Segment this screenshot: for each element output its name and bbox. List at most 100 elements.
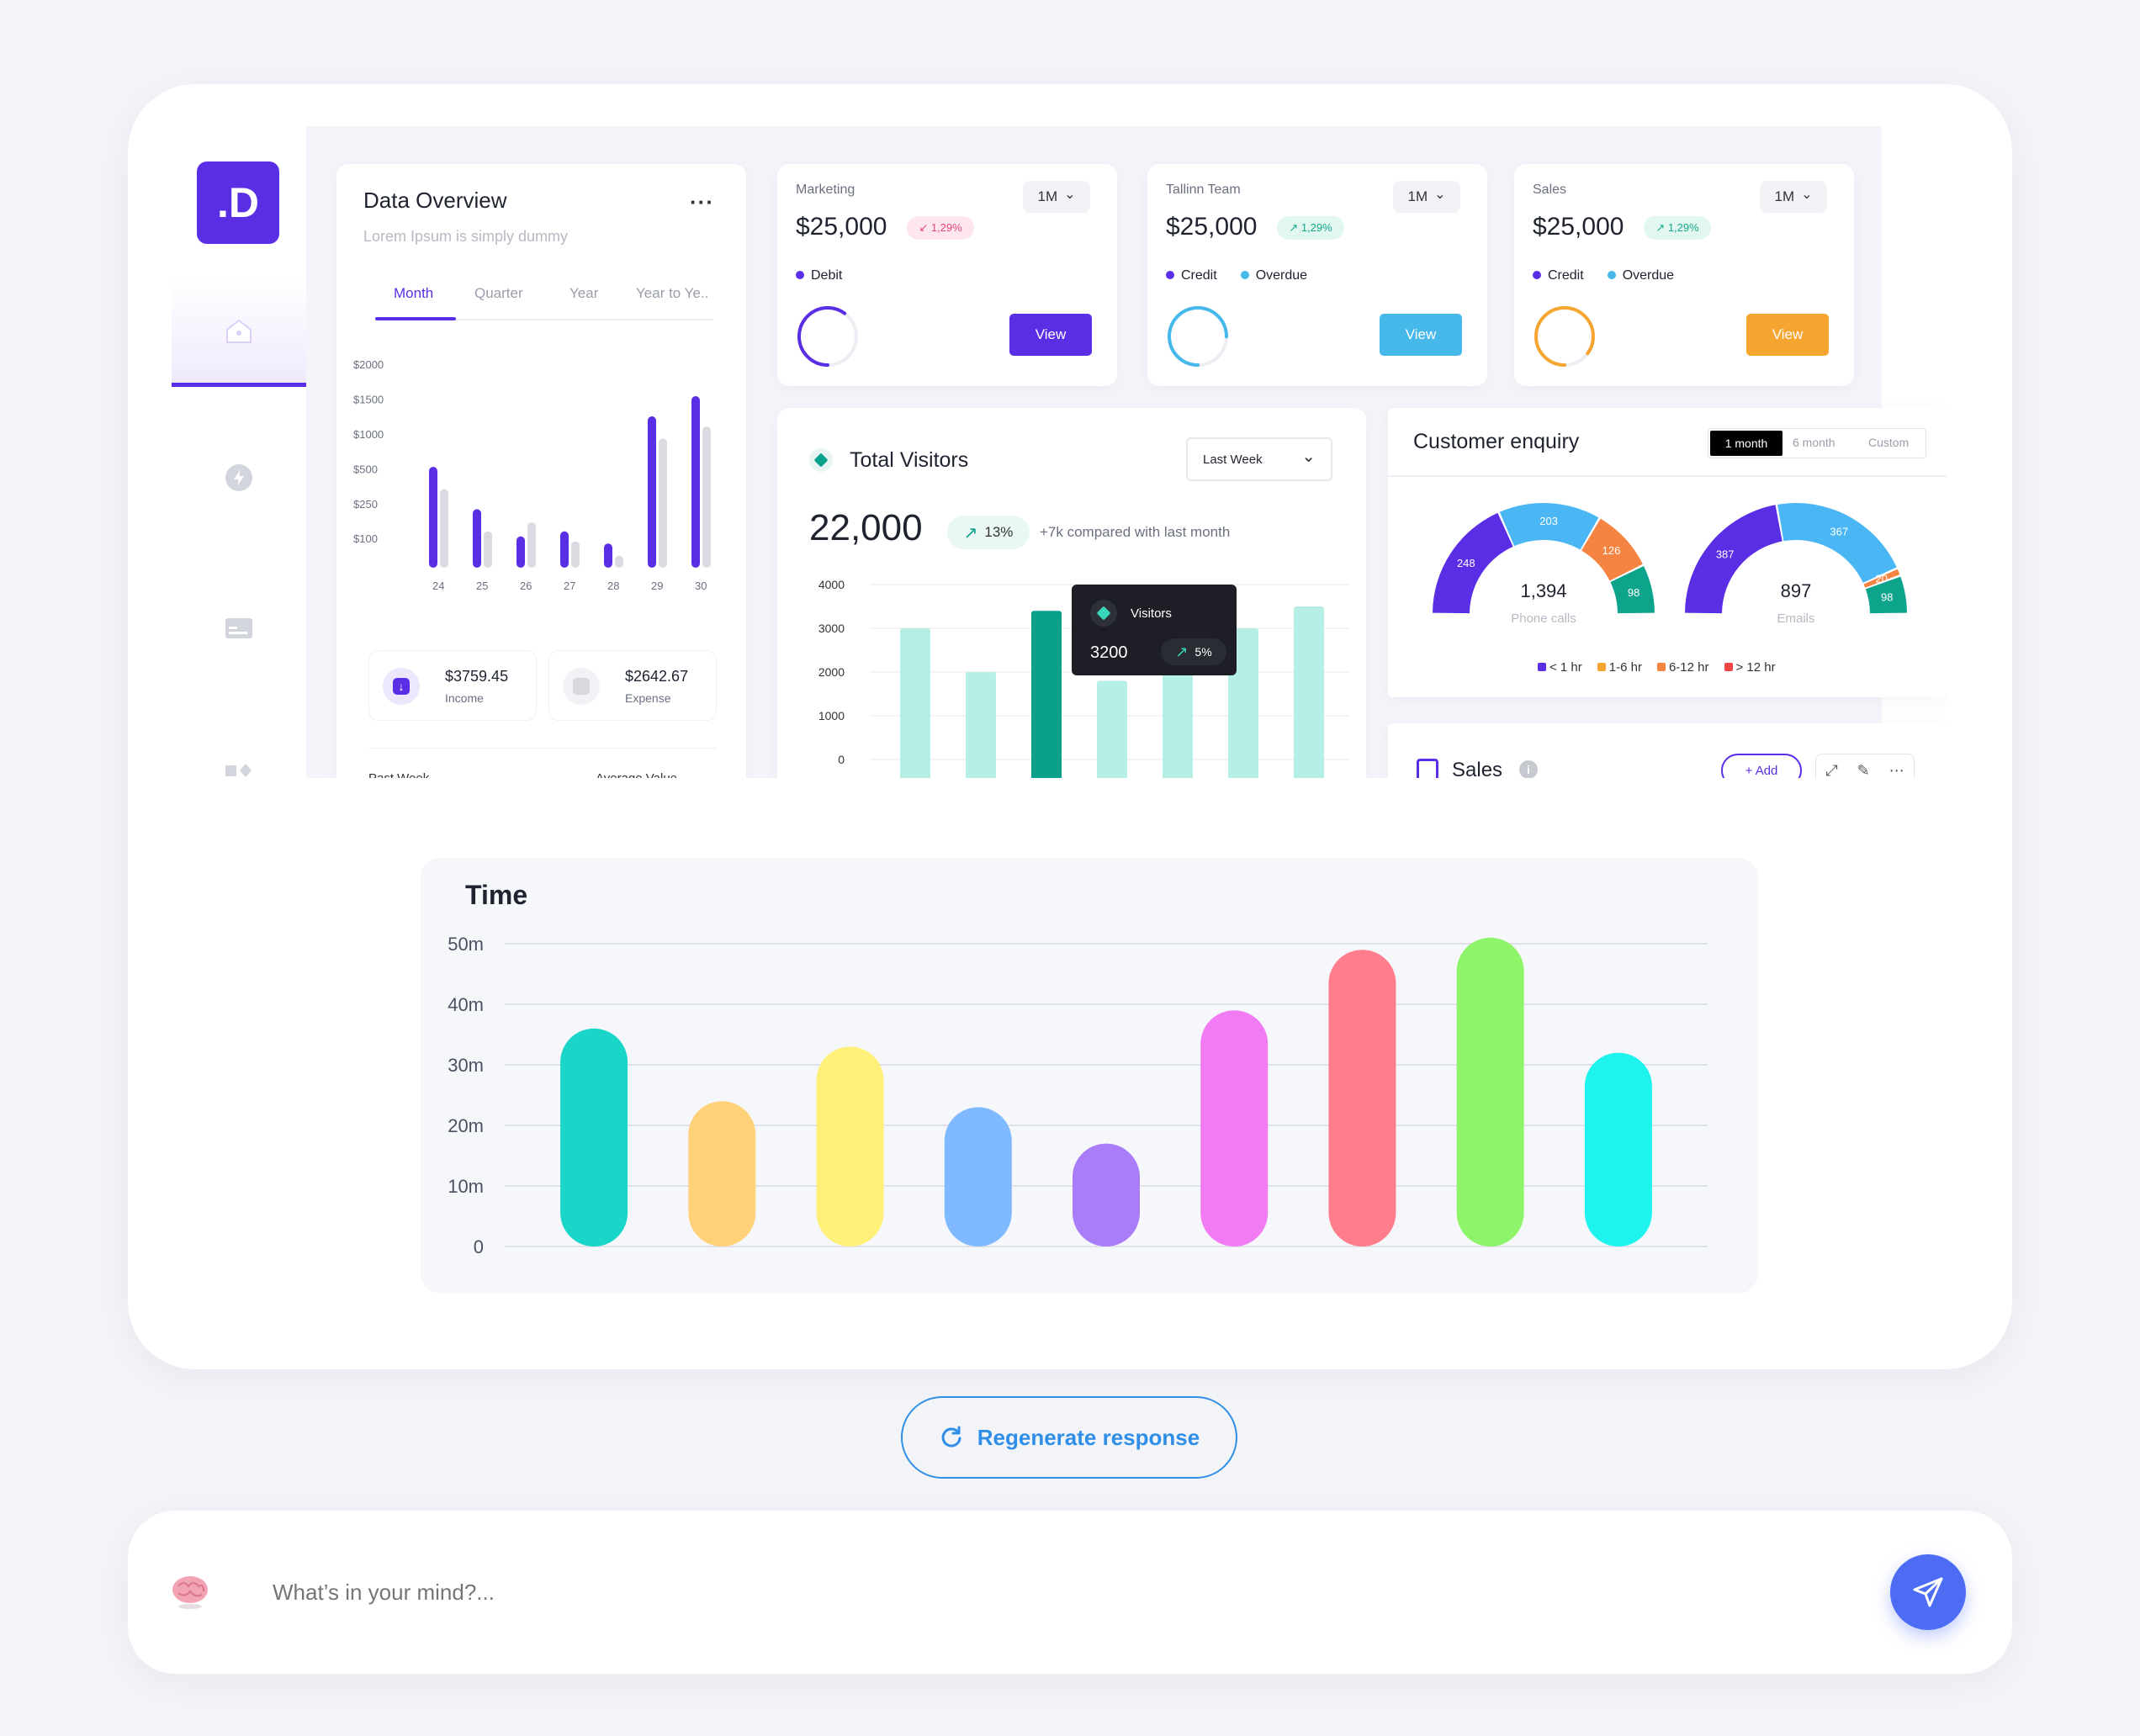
visitors-bar [1294,606,1324,778]
enquiry-legend: < 1 hr 1-6 hr 6-12 hr > 12 hr [1538,660,1776,675]
expand-icon[interactable]: ⤢ [1825,761,1838,779]
tab-year[interactable]: Year [569,285,599,301]
nav-item-home[interactable] [172,278,306,387]
total-visitors-panel: Total Visitors Last Week ⌄ 22,000 ↗ 13% … [777,408,1366,778]
visitors-y-tick: 3000 [818,622,845,635]
time-bar [944,1107,1012,1246]
add-button[interactable]: + Add [1721,754,1802,778]
tab-1-month[interactable]: 1 month [1710,431,1782,456]
info-icon[interactable]: i [1519,760,1538,778]
time-bar [1328,950,1396,1246]
overview-bar [484,531,492,568]
send-button[interactable] [1890,1554,1966,1630]
time-bar [1456,937,1524,1246]
overview-x-tick: 25 [476,580,488,592]
tab-quarter[interactable]: Quarter [474,285,523,301]
panel-actions: ⤢ ✎ ⋯ [1815,754,1915,778]
legend-item-credit: Credit [1166,268,1217,283]
prompt-input[interactable] [273,1569,1787,1615]
view-button[interactable]: View [1746,314,1829,356]
time-bar [1073,1143,1140,1246]
more-icon[interactable]: ⋯ [1888,761,1904,779]
view-button[interactable]: View [1380,314,1462,356]
send-icon [1913,1577,1943,1607]
legend-lt-1hr: < 1 hr [1538,660,1582,675]
visitors-y-tick: 0 [838,753,845,766]
visitors-bar-chart: 4000 3000 2000 1000 0 [818,578,1349,778]
chevron-down-icon: ⌄ [1301,447,1316,466]
regenerate-button[interactable]: Regenerate response [901,1396,1237,1479]
time-bar [1200,1010,1269,1246]
time-bar [560,1028,628,1246]
more-options-icon[interactable]: ··· [690,189,714,214]
progress-ring [797,306,858,367]
gauge-label: Emails [1777,611,1814,626]
stat-card-label: Tallinn Team [1166,183,1241,197]
legend-6-12hr: 6-12 hr [1656,660,1709,675]
tab-6-month[interactable]: 6 month [1793,436,1835,449]
overview-bar [571,541,580,568]
sales-panel-title: Sales [1452,759,1503,778]
time-y-tick: 30m [448,1055,484,1076]
income-card[interactable]: ↓ $3759.45 Income [368,650,537,721]
overview-y-tick: $100 [353,532,378,545]
sales-panel-icon [1417,759,1438,778]
gauge-segment-label: 387 [1716,548,1735,560]
overview-bar [648,416,656,568]
gauge-segment [1863,569,1900,588]
progress-ring-fill [797,306,858,367]
overview-bar [615,555,623,568]
income-value: $3759.45 [445,668,509,685]
stat-card-value: $25,000 [1533,213,1624,241]
gauge-segment [1610,566,1655,614]
stat-card-value: $25,000 [796,213,887,241]
gauge-total: 1,394 [1520,580,1566,601]
overview-divider [368,748,717,749]
tooltip-value: 3200 [1090,643,1128,662]
stat-card-marketing: Marketing $25,000 ↙ 1,29% 1M ⌄ Debit View [777,164,1117,386]
lightning-icon [225,464,252,491]
period-label: 1M [1774,188,1795,204]
tab-year-to-year[interactable]: Year to Ye.. [636,285,709,301]
visitors-change-badge: ↗ 13% [947,516,1030,549]
gauge-label: Phone calls [1511,611,1576,626]
last-week-dropdown[interactable]: Last Week ⌄ [1186,437,1332,481]
visitors-bar [900,628,930,778]
legend-gt-12hr: > 12 hr [1724,660,1776,675]
stat-card-label: Marketing [796,183,855,197]
legend-1-6hr: 1-6 hr [1597,660,1642,675]
stat-card-change-badge: ↗ 1,29% [1644,216,1711,240]
period-dropdown[interactable]: 1M ⌄ [1393,181,1460,213]
period-dropdown[interactable]: 1M ⌄ [1760,181,1827,213]
visitors-bar [1097,680,1127,778]
time-y-tick: 10m [448,1176,484,1197]
brain-icon [172,1576,208,1609]
progress-ring-fill [1534,306,1595,367]
progress-ring-fill [1168,306,1228,367]
dashboard-screenshot: .D [172,126,1947,778]
progress-ring [1534,306,1595,367]
time-bar [1584,1052,1652,1246]
sidebar: .D [172,126,306,778]
stat-card-legend: Credit Overdue [1533,268,1674,283]
tab-month[interactable]: Month [394,285,434,301]
visitors-bar [966,672,996,778]
gauge-segment-label: 367 [1830,526,1848,538]
overview-y-tick: $2000 [353,358,384,371]
time-bar [688,1101,756,1246]
tab-active-indicator [375,317,456,320]
overview-x-tick: 28 [607,580,619,592]
app-logo[interactable]: .D [197,161,279,244]
edit-icon[interactable]: ✎ [1857,761,1870,779]
expense-card[interactable]: $2642.67 Expense [548,650,717,721]
sales-panel: Sales i + Add ⤢ ✎ ⋯ [1388,723,1947,778]
enquiry-divider [1388,475,1947,477]
regenerate-label: Regenerate response [977,1424,1200,1450]
stat-card-value: $25,000 [1166,213,1258,241]
tab-custom[interactable]: Custom [1868,436,1910,449]
period-dropdown[interactable]: 1M ⌄ [1023,181,1090,213]
view-button[interactable]: View [1009,314,1092,356]
visitors-y-tick: 2000 [818,665,845,679]
visitors-change-value: 13% [984,524,1014,540]
progress-ring [1168,306,1228,367]
